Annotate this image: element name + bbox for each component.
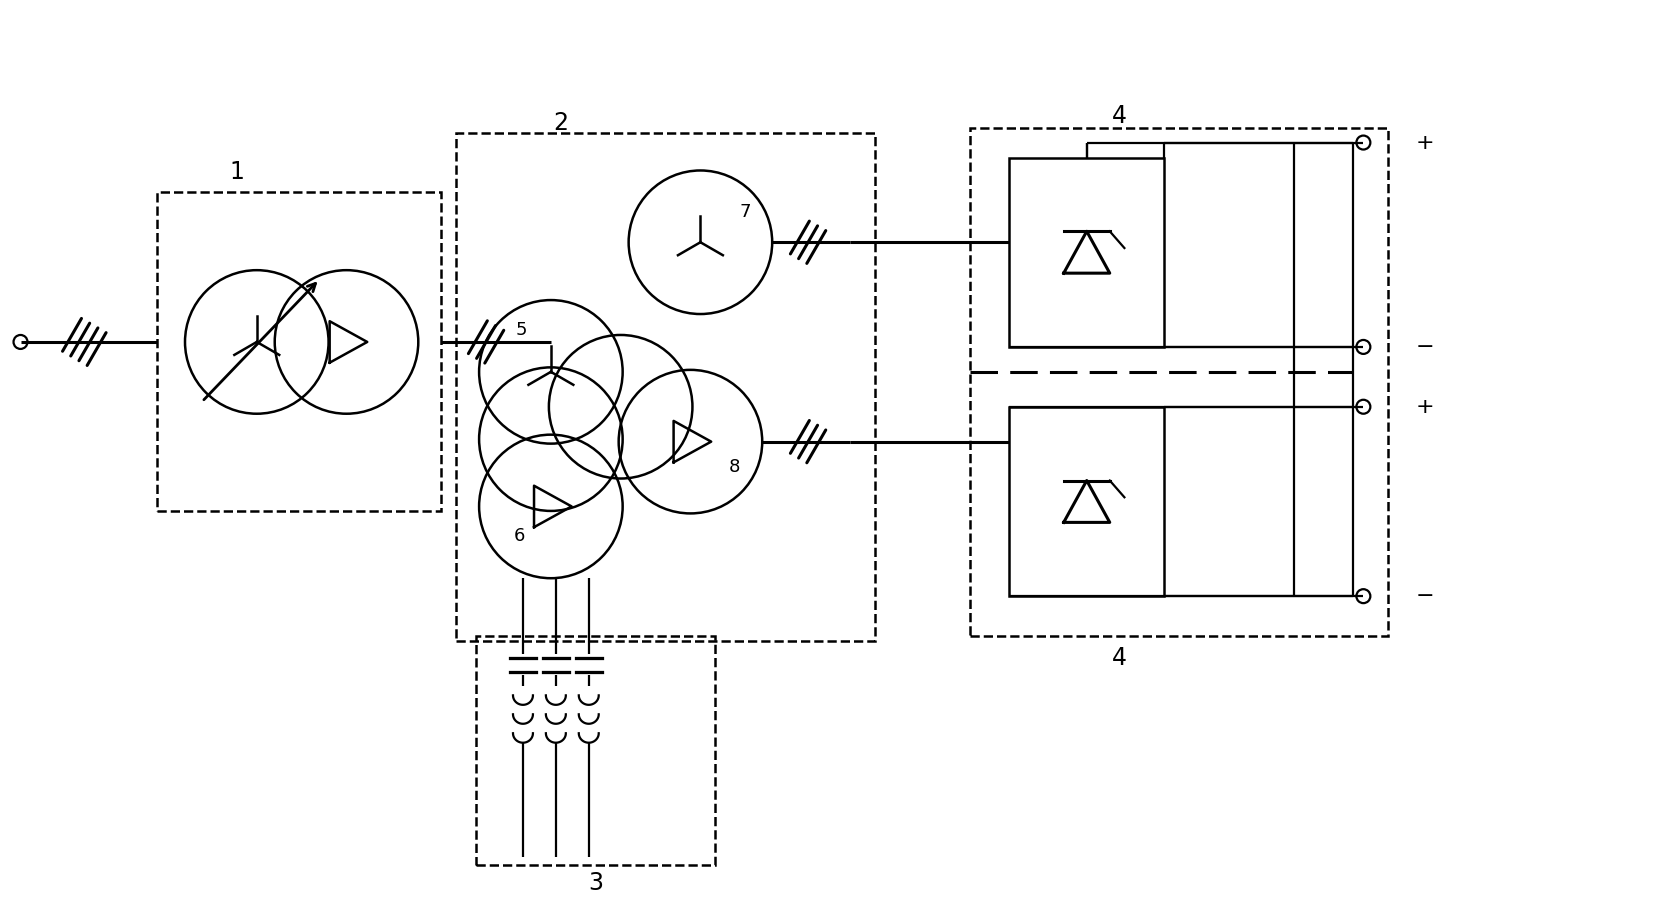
Bar [456, 133, 875, 641]
Text: +: + [1416, 397, 1435, 417]
Text: 2: 2 [553, 110, 568, 135]
Text: 5: 5 [516, 321, 526, 339]
Text: +: + [1416, 133, 1435, 153]
Text: 8: 8 [728, 458, 740, 476]
Text: 6: 6 [513, 527, 524, 545]
Bar [970, 128, 1388, 636]
Bar [1009, 407, 1164, 596]
Text: 3: 3 [588, 871, 603, 895]
Bar [157, 192, 441, 512]
Text: 1: 1 [229, 161, 244, 184]
Bar [476, 636, 715, 866]
Bar [1009, 157, 1164, 347]
Text: −: − [1416, 586, 1435, 606]
Text: 4: 4 [1112, 646, 1127, 670]
Text: −: − [1416, 337, 1435, 357]
Text: 4: 4 [1112, 103, 1127, 128]
Text: 7: 7 [740, 203, 752, 221]
